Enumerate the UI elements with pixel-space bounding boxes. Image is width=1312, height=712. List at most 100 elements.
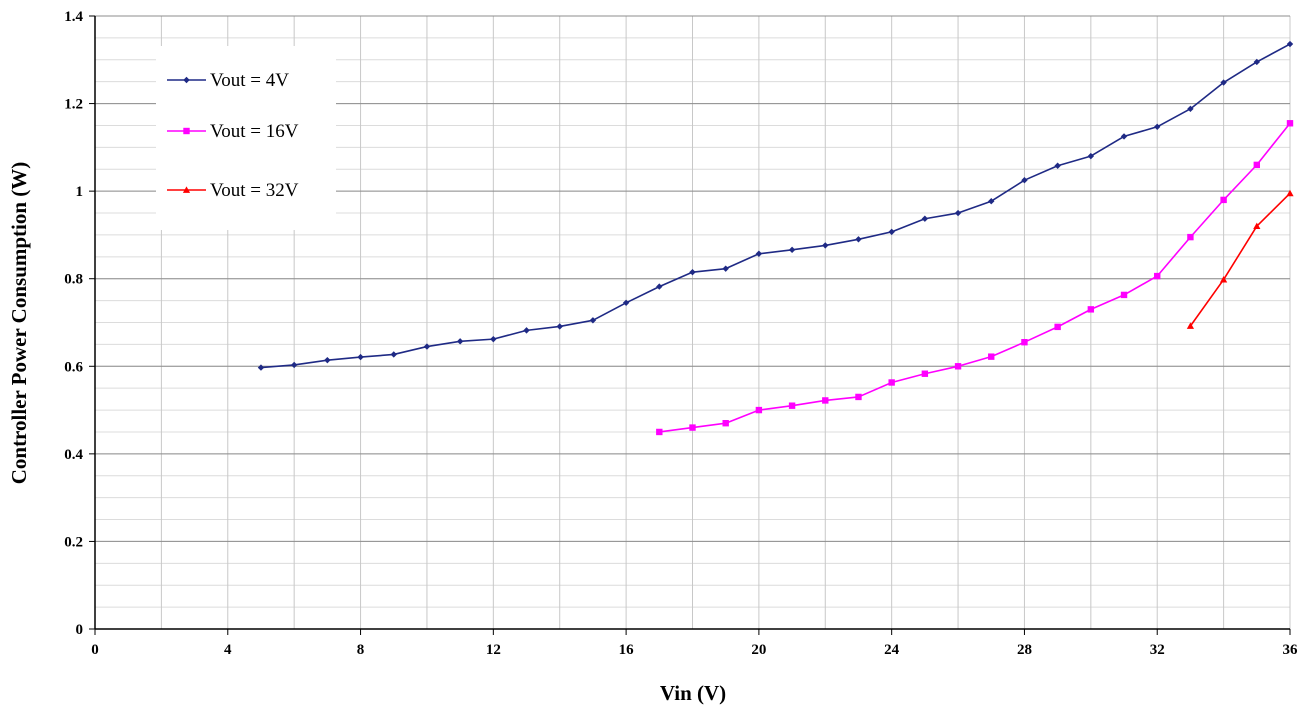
legend-label: Vout = 16V xyxy=(210,121,299,142)
series-line xyxy=(1189,192,1291,327)
data-point xyxy=(1286,120,1294,127)
y-tick-label: 0.4 xyxy=(64,447,83,463)
data-point xyxy=(788,402,796,409)
data-point xyxy=(656,428,663,436)
data-point xyxy=(656,283,663,290)
x-tick-label: 20 xyxy=(751,642,766,658)
data-point xyxy=(523,327,530,334)
data-point xyxy=(722,420,729,427)
tick-labels: 0 4 8 12 16 20 24 28 32 36 0 0.2 0.4 0.6 0.8 1 1.2 1.4 xyxy=(64,9,1298,658)
data-point xyxy=(888,228,895,236)
data-point xyxy=(689,268,696,276)
series-layer xyxy=(257,40,1294,436)
data-point xyxy=(1054,162,1061,169)
legend-box xyxy=(156,46,336,230)
data-point xyxy=(855,236,862,243)
data-point xyxy=(1186,322,1195,329)
data-point xyxy=(357,353,364,361)
x-tick-label: 36 xyxy=(1283,642,1299,658)
data-point xyxy=(954,363,962,370)
x-tick-label: 4 xyxy=(224,642,232,658)
plot-area xyxy=(94,15,1294,630)
data-point xyxy=(1253,58,1261,66)
data-point xyxy=(888,379,895,386)
y-tick-label: 0.6 xyxy=(64,359,83,375)
data-point xyxy=(988,353,995,360)
data-point xyxy=(1154,272,1161,280)
data-point xyxy=(822,397,829,404)
data-point xyxy=(822,242,829,249)
data-point xyxy=(456,338,464,345)
legend-label: Vout = 4V xyxy=(210,70,289,91)
data-point xyxy=(722,265,729,272)
series-line xyxy=(659,122,1291,433)
data-point xyxy=(1054,323,1061,331)
data-point xyxy=(755,406,763,414)
data-point xyxy=(1087,306,1095,313)
data-point xyxy=(589,317,597,324)
data-point xyxy=(622,299,630,306)
data-point xyxy=(324,356,331,364)
data-point xyxy=(1286,40,1294,48)
data-point xyxy=(290,361,298,369)
data-point xyxy=(755,250,763,257)
legend: Vout = 4V Vout = 16V Vout = 32V xyxy=(156,46,336,230)
y-axis-title: Controller Power Consumption (W) xyxy=(7,162,31,485)
data-point xyxy=(490,335,497,343)
x-tick-label: 32 xyxy=(1150,642,1165,658)
legend-swatch-marker xyxy=(183,76,190,84)
series-3 xyxy=(1186,189,1294,329)
data-point xyxy=(1021,176,1028,184)
y-tick-label: 0 xyxy=(76,622,84,638)
data-point xyxy=(988,198,995,205)
data-point xyxy=(556,323,563,330)
legend-entry: Vout = 16V xyxy=(167,121,299,142)
series-line xyxy=(260,43,1291,369)
x-tick-label: 12 xyxy=(486,642,501,658)
legend-entry: Vout = 4V xyxy=(167,70,289,91)
data-point xyxy=(788,246,796,254)
y-tick-label: 1.4 xyxy=(64,9,83,25)
data-point xyxy=(1220,196,1227,204)
legend-label: Vout = 32V xyxy=(210,180,299,201)
data-point xyxy=(1187,105,1194,113)
legend-items: Vout = 4V Vout = 16V Vout = 32V xyxy=(167,70,299,201)
data-point xyxy=(1120,291,1128,299)
x-tick-label: 28 xyxy=(1017,642,1032,658)
y-tick-label: 0.8 xyxy=(64,272,83,288)
y-tick-label: 1 xyxy=(76,184,84,200)
data-point xyxy=(1187,233,1194,241)
data-point xyxy=(1154,123,1161,130)
data-point xyxy=(423,343,431,350)
data-point xyxy=(257,364,265,371)
legend-swatch-marker xyxy=(183,127,190,135)
data-point xyxy=(1286,189,1294,197)
x-tick-label: 0 xyxy=(91,642,99,658)
y-tick-label: 1.2 xyxy=(64,97,83,113)
data-point xyxy=(855,393,862,401)
data-point xyxy=(1120,133,1128,140)
data-point xyxy=(921,215,929,222)
y-tick-label: 0.2 xyxy=(64,534,83,550)
x-tick-label: 24 xyxy=(884,642,900,658)
data-point xyxy=(1087,152,1095,160)
data-point xyxy=(689,424,696,431)
data-point xyxy=(921,370,929,377)
axes xyxy=(94,16,1290,630)
data-point xyxy=(1253,222,1261,230)
grid xyxy=(94,15,1291,630)
data-point xyxy=(954,209,962,217)
data-point xyxy=(1220,275,1228,283)
legend-swatch-marker xyxy=(182,186,191,193)
data-point xyxy=(390,351,397,358)
data-point xyxy=(1253,161,1261,169)
data-point xyxy=(1021,339,1028,346)
series-2 xyxy=(656,120,1294,436)
x-axis-title: Vin (V) xyxy=(660,681,726,705)
series-1 xyxy=(257,40,1294,371)
x-tick-label: 8 xyxy=(357,642,365,658)
legend-entry: Vout = 32V xyxy=(167,180,299,201)
x-tick-label: 16 xyxy=(619,642,635,658)
data-point xyxy=(1220,79,1227,86)
